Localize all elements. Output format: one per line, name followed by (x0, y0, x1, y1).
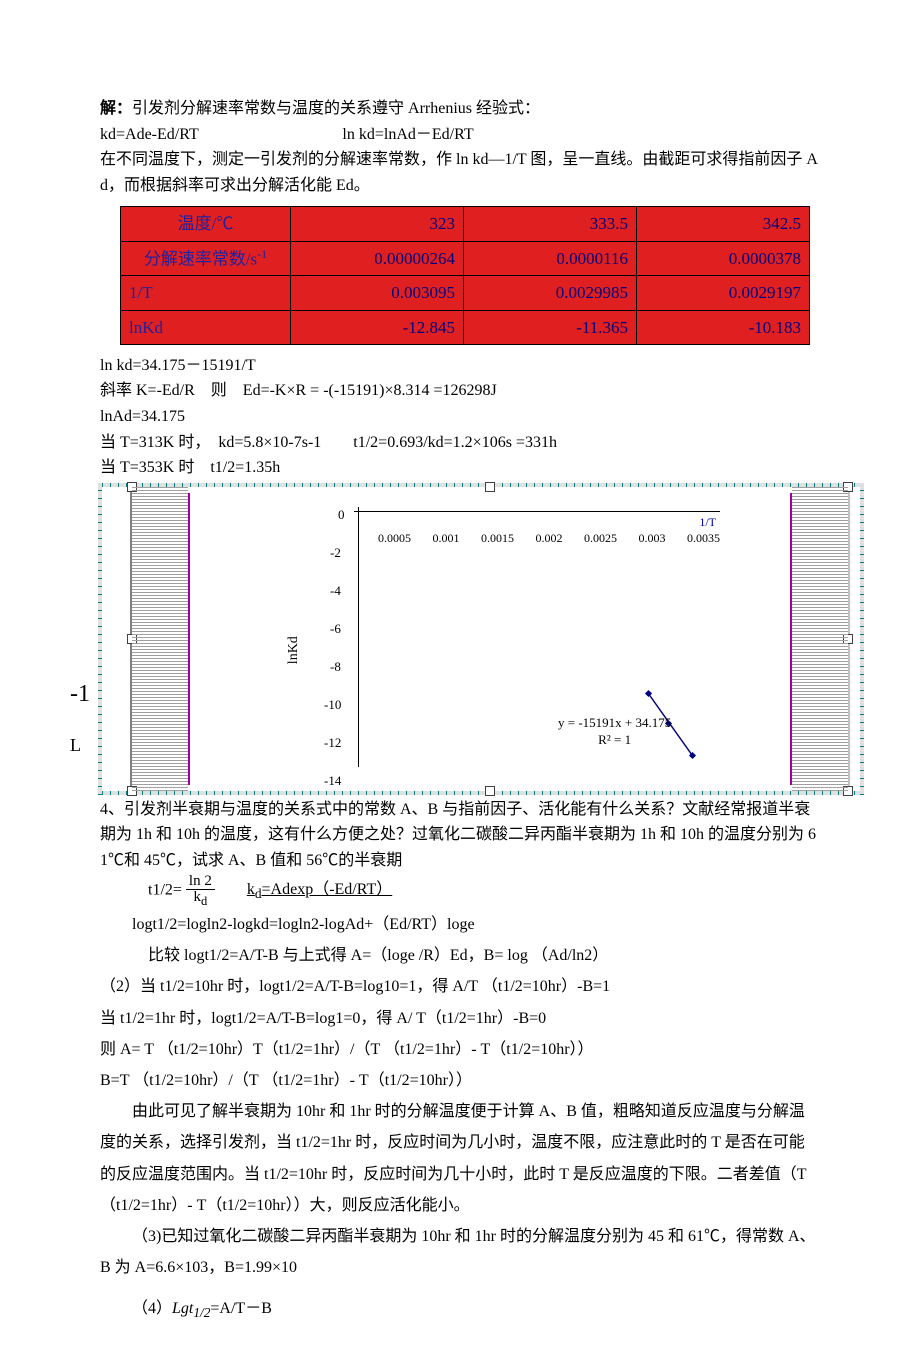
p7: 由此可见了解半衰期为 10hr 和 1hr 时的分解温度便于计算 A、B 值，粗… (100, 1096, 820, 1221)
row3-c2: -11.365 (464, 310, 637, 344)
p1: logt1/2=logln2-logkd=logln2-logAd+（Ed/RT… (100, 909, 820, 940)
row2-label: 1/T (121, 276, 291, 310)
chart-frame: lnKd 1/T 0.0005 0.001 0.0015 0.002 0.002… (130, 485, 850, 793)
y-axis (358, 507, 359, 767)
resize-handle[interactable] (485, 482, 495, 492)
y-tick: -8 (330, 657, 341, 678)
header-c3: 342.5 (637, 207, 810, 241)
chart-inner: lnKd 1/T 0.0005 0.001 0.0015 0.002 0.002… (188, 493, 792, 785)
y-tick: -12 (324, 733, 341, 754)
plot-area: 1/T 0.0005 0.001 0.0015 0.002 0.0025 0.0… (358, 511, 720, 767)
ruler-bottom (102, 791, 860, 795)
chart-object[interactable]: lnKd 1/T 0.0005 0.001 0.0015 0.002 0.002… (130, 485, 820, 793)
row1-c1: 0.00000264 (291, 241, 464, 276)
formula-halflife: t1/2= ln 2 kd kd=Adexp（-Ed/RT） (148, 874, 820, 908)
intro-line-3: 在不同温度下，测定一引发剂的分解速率常数，作 ln kd—1/T 图，呈一直线。… (100, 147, 820, 198)
calc-line-5: 当 T=353K 时 t1/2=1.35h (100, 455, 820, 481)
y-tick: -6 (330, 619, 341, 640)
calc-line-2: 斜率 K=-Ed/R 则 Ed=-K×R = -(-15191)×8.314 =… (100, 378, 820, 404)
calc-line-4: 当 T=313K 时， kd=5.8×10-7s-1 t1/2=0.693/kd… (100, 430, 820, 456)
table-row: 分解速率常数/s-1 0.00000264 0.0000116 0.000037… (121, 241, 810, 276)
fraction: ln 2 kd (186, 874, 215, 908)
p9: （4）Lgt1/2=A/T－B (100, 1293, 820, 1326)
row3-label: lnKd (121, 310, 291, 344)
answer-label: 解： (100, 100, 132, 117)
table-row: lnKd -12.845 -11.365 -10.183 (121, 310, 810, 344)
intro-line-1: 解：引发剂分解速率常数与温度的关系遵守 Arrhenius 经验式： (100, 96, 820, 122)
hatch-left (132, 487, 188, 791)
derivation-body: logt1/2=logln2-logkd=logln2-logAd+（Ed/RT… (100, 909, 820, 1326)
resize-handle[interactable] (485, 786, 495, 796)
ruler-top (102, 483, 860, 487)
header-temp: 温度/℃ (121, 207, 291, 241)
document-page: 解：引发剂分解速率常数与温度的关系遵守 Arrhenius 经验式： kd=Ad… (0, 0, 920, 1366)
row3-c3: -10.183 (637, 310, 810, 344)
row2-c3: 0.0029197 (637, 276, 810, 310)
calc-line-3: lnAd=34.175 (100, 404, 820, 430)
p6: B=T （t1/2=10hr）/（T （t1/2=1hr）- T（t1/2=10… (100, 1065, 820, 1096)
p3: （2）当 t1/2=10hr 时，logt1/2=A/T-B=log10=1，得… (100, 971, 820, 1002)
row1-c2: 0.0000116 (464, 241, 637, 276)
hatch-right (792, 487, 848, 791)
intro-line-2: kd=Ade-Ed/RT ln kd=lnAd－Ed/RT (100, 122, 820, 148)
table-header-row: 温度/℃ 323 333.5 342.5 (121, 207, 810, 241)
row3-c1: -12.845 (291, 310, 464, 344)
ruler-right (860, 483, 864, 795)
regression-equation: y = -15191x + 34.175 R² = 1 (558, 715, 671, 749)
q4-title: 4、引发剂半衰期与温度的关系式中的常数 A、B 与指前因子、活化能有什么关系？文… (100, 797, 820, 874)
row2-c2: 0.0029985 (464, 276, 637, 310)
y-tick: -4 (330, 581, 341, 602)
x-ticks: 0.0005 0.001 0.0015 0.002 0.0025 0.003 0… (378, 529, 720, 548)
y-tick: -10 (324, 695, 341, 716)
y-tick: -14 (324, 771, 341, 792)
p5: 则 A= T （t1/2=10hr）T（t1/2=1hr）/（T （t1/2=1… (100, 1034, 820, 1065)
ruler-left (98, 483, 102, 795)
header-c2: 333.5 (464, 207, 637, 241)
p2: 比较 logt1/2=A/T-B 与上式得 A=（loge /R）Ed，B= l… (100, 940, 820, 971)
header-c1: 323 (291, 207, 464, 241)
y-axis-label: lnKd (283, 636, 305, 664)
data-table: 温度/℃ 323 333.5 342.5 分解速率常数/s-1 0.000002… (120, 206, 810, 344)
margin-minus1: -1 (70, 675, 90, 713)
p8: （3)已知过氧化二碳酸二异丙酯半衰期为 10hr 和 1hr 时的分解温度分别为… (100, 1221, 820, 1283)
p4: 当 t1/2=1hr 时，logt1/2=A/T-B=log1=0，得 A/ T… (100, 1003, 820, 1034)
margin-L: L (70, 731, 81, 760)
table-row: 1/T 0.003095 0.0029985 0.0029197 (121, 276, 810, 310)
row1-label: 分解速率常数/s-1 (121, 241, 291, 276)
calc-line-1: ln kd=34.175－15191/T (100, 353, 820, 379)
x-axis (354, 511, 720, 512)
row1-c3: 0.0000378 (637, 241, 810, 276)
y-tick: -2 (330, 543, 341, 564)
y-tick: 0 (338, 505, 345, 526)
question-4: 4、引发剂半衰期与温度的关系式中的常数 A、B 与指前因子、活化能有什么关系？文… (100, 797, 820, 1327)
kd-expr: kd=Adexp（-Ed/RT） (247, 881, 392, 898)
row2-c1: 0.003095 (291, 276, 464, 310)
